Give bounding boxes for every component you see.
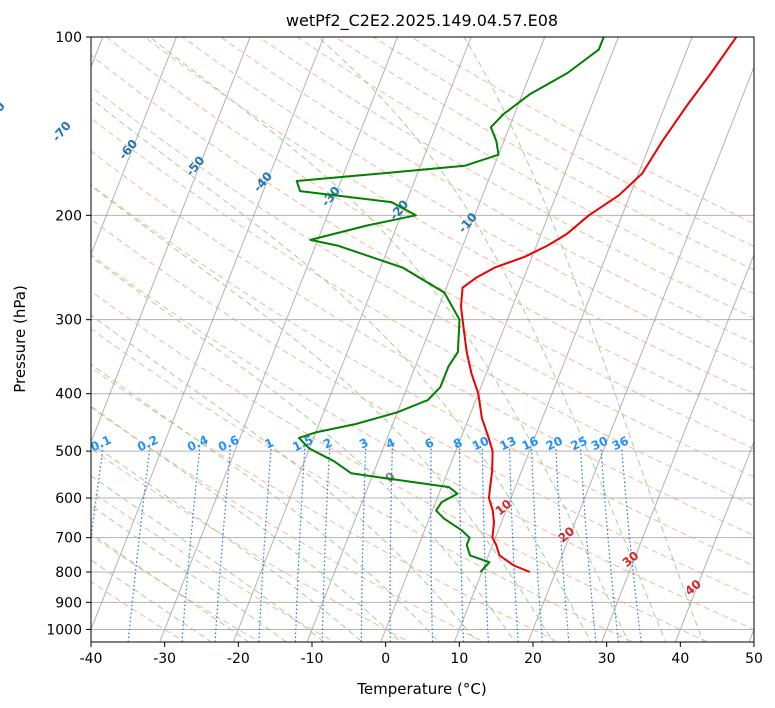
dry-adiabat	[91, 254, 754, 630]
isotherm	[601, 253, 754, 642]
moist-adiabat	[91, 405, 402, 642]
moist-adiabat	[91, 559, 213, 642]
mixing-ratio-line	[509, 448, 519, 642]
x-tick-label: -30	[153, 651, 176, 667]
sounding-series	[295, 37, 738, 573]
dry-adiabat	[91, 448, 411, 642]
mixing-ratio-line	[621, 448, 642, 642]
x-tick-label: 20	[524, 651, 542, 667]
mixing-ratio-label: 10	[470, 434, 491, 454]
y-axis-ticks: 100 200 300 400 500 600 700 800 900 1000	[46, 30, 91, 638]
isotherm	[306, 37, 546, 642]
isotherm	[159, 37, 398, 642]
dry-adiabat	[143, 37, 754, 396]
x-tick-label: 30	[598, 651, 616, 667]
x-tick-label: -10	[301, 651, 324, 667]
isotherm	[527, 65, 754, 642]
moist-adiabat	[317, 37, 667, 642]
mixing-ratio-line	[294, 448, 306, 642]
dry-adiabat	[105, 37, 754, 422]
y-tick-label: 900	[55, 595, 82, 611]
mixing-ratio-line	[430, 448, 434, 642]
mixing-ratio-label: 16	[520, 434, 541, 454]
x-axis-ticks: -40 -30 -20 -10 0 10 20 30 40 50	[80, 642, 763, 667]
mixing-ratio-line	[531, 448, 544, 642]
dry-adiabat	[91, 328, 635, 642]
moist-adiabat	[91, 442, 364, 642]
isotherm	[232, 37, 472, 642]
dry-adiabat	[91, 406, 485, 642]
dry-adiabat	[91, 218, 754, 598]
dry-adiabat	[91, 490, 336, 642]
dry-adiabat	[91, 117, 754, 507]
mixing-ratio-label: 13	[497, 434, 518, 454]
x-tick-label: 50	[745, 651, 763, 667]
dry-adiabat	[91, 366, 560, 642]
y-tick-label: 600	[55, 491, 82, 507]
y-tick-label: 500	[55, 444, 82, 460]
moist-adiabat	[463, 37, 704, 642]
x-tick-label: 0	[381, 651, 390, 667]
dry-adiabat	[91, 581, 186, 642]
mixing-ratio-label: 20	[544, 434, 565, 454]
dry-adiabat	[91, 85, 754, 478]
y-tick-label: 300	[55, 313, 82, 329]
moist-adiabat	[91, 255, 516, 642]
moist-adiabat	[91, 532, 250, 642]
mixing-ratio-line	[481, 448, 489, 642]
x-tick-label: 40	[671, 651, 689, 667]
moist-adiabat	[149, 37, 629, 642]
dry-adiabat	[219, 37, 754, 344]
mixing-ratio-line	[600, 448, 620, 642]
moist-adiabat	[91, 504, 288, 642]
moist-adiabat	[91, 363, 440, 642]
x-axis-label: Temperature (°C)	[356, 680, 486, 698]
dry-adiabat	[91, 290, 710, 642]
dry-adiabat-label: -80	[0, 99, 8, 125]
mixing-ratio-label: 25	[568, 434, 589, 454]
plot-frame	[90, 36, 755, 643]
y-axis-label: Pressure (hPa)	[11, 285, 29, 393]
isotherm	[453, 37, 693, 642]
mixing-ratio-line	[580, 448, 597, 642]
mixing-ratio-label: 36	[610, 434, 631, 454]
y-tick-label: 400	[55, 387, 82, 403]
mixing-ratio-line	[258, 448, 272, 642]
dewpoint-line	[295, 37, 605, 573]
x-tick-label: 10	[450, 651, 468, 667]
moist-adiabat	[91, 98, 592, 642]
isotherm	[91, 37, 177, 256]
dry-adiabat	[91, 535, 261, 642]
y-tick-label: 100	[55, 30, 82, 46]
mixing-ratio-line	[181, 448, 201, 642]
mixing-ratio-line	[127, 448, 151, 642]
dry-adiabat	[296, 37, 754, 295]
y-tick-label: 1000	[46, 622, 82, 638]
moist-adiabat	[91, 314, 478, 642]
x-tick-label: -20	[227, 651, 250, 667]
x-tick-label: -40	[80, 651, 103, 667]
isotherm	[91, 37, 251, 444]
mixing-ratio-line	[555, 448, 570, 642]
y-tick-label: 800	[55, 565, 82, 581]
isotherm	[91, 37, 325, 631]
mixing-ratio-line	[321, 448, 331, 642]
mixing-ratio-line	[389, 448, 393, 642]
mixing-ratio-line	[459, 448, 465, 642]
y-tick-label: 700	[55, 531, 82, 547]
temperature-line	[460, 37, 738, 573]
isotherm	[674, 440, 754, 642]
chart-title: wetPf2_C2E2.2025.149.04.57.E08	[286, 11, 558, 31]
mixing-ratio-line	[214, 448, 232, 642]
y-tick-label: 200	[55, 208, 82, 224]
mixing-ratio-label: 30	[589, 434, 610, 454]
plot-grid	[91, 37, 754, 642]
mixing-ratio-line	[360, 448, 367, 642]
isotherm	[380, 37, 619, 642]
